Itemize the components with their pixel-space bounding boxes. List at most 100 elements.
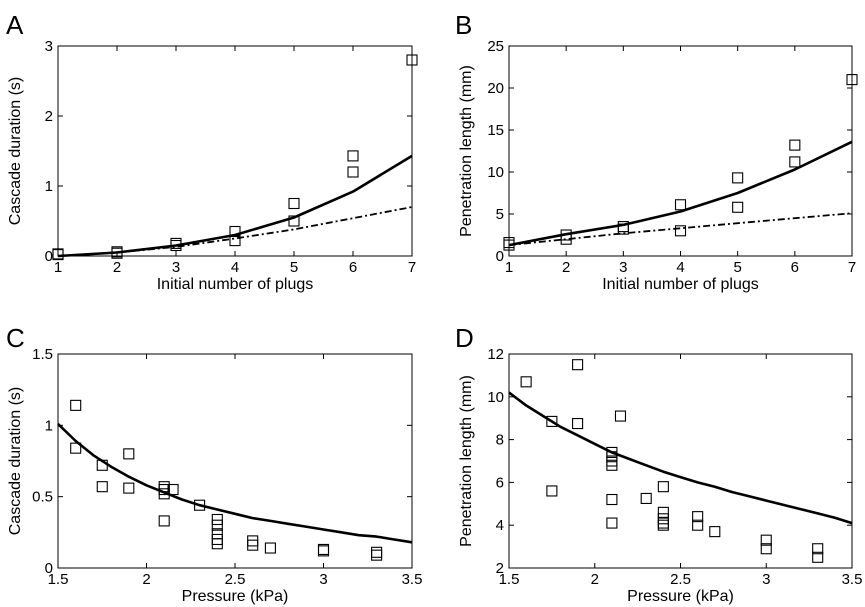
panel-a-data-point-8 — [288, 215, 300, 227]
panel-c-data-point-17 — [247, 535, 259, 547]
panel-b-y-tick-label-3: 15 — [487, 122, 504, 139]
panel-d-data-point-1 — [546, 415, 558, 427]
panel-c-data-point-8 — [158, 488, 170, 500]
panel-b-y-tick-label-1: 5 — [496, 206, 504, 223]
panel-c-data-point-21 — [317, 545, 330, 557]
panel-c-data-point-12 — [211, 513, 223, 526]
panel-a-data-point-5 — [170, 237, 182, 249]
panel-letter-b: B — [455, 10, 472, 40]
panel-c-data-point-15 — [211, 533, 223, 546]
panel-b-y-axis-label: Penetration length (mm) — [458, 65, 475, 237]
panel-c-x-tick-label-3: 3 — [319, 571, 327, 588]
panel-a-y-tick-label-3: 3 — [45, 38, 53, 55]
panel-b-data-point-3 — [560, 229, 572, 241]
panel-d-data-point-12 — [640, 492, 652, 505]
panel-c-y-tick-label-2: 1 — [45, 417, 53, 434]
panel-b-x-tick-label-5: 6 — [791, 259, 799, 276]
panel-a-data-point-11 — [347, 150, 359, 162]
panel-d-data-point-17 — [657, 519, 669, 531]
panel-c-data-point-18 — [247, 539, 259, 551]
panel-d-data-point-8 — [606, 459, 618, 471]
panel-b-data-point-5 — [617, 221, 629, 233]
panel-c-data-point-4 — [123, 448, 135, 460]
panel-d-y-tick-label-4: 10 — [487, 389, 504, 406]
panel-c: C 1.5 2 2.5 3 3.5 0 0.5 1 1.5 Pressure (kPa) Casca… — [6, 323, 422, 605]
panel-d-data-point-21 — [760, 534, 772, 546]
panel-d-x-tick-label-1: 2 — [591, 571, 599, 588]
panel-d-y-tick-label-0: 2 — [496, 560, 504, 577]
panel-a-x-tick-label-4: 5 — [290, 259, 298, 276]
panel-d-data-point-2 — [546, 485, 558, 497]
panel-a-data-point-10 — [347, 166, 359, 178]
panel-c-data-point-16 — [211, 538, 223, 550]
panel-c-data-point-2 — [96, 459, 108, 471]
panel-c-y-tick-label-3: 1.5 — [32, 346, 53, 363]
panel-c-curve-solid — [57, 422, 413, 544]
panel-a-data-point-9 — [288, 197, 300, 210]
panel-d-y-axis-label: Penetration length (mm) — [458, 375, 475, 547]
panel-c-y-axis-label: Cascade duration (s) — [7, 387, 24, 536]
panel-c-x-tick-label-4: 3.5 — [402, 571, 423, 588]
panel-a-axes-frame — [57, 45, 413, 257]
panel-b-data-point-8 — [732, 201, 744, 213]
panel-a-data-point-12 — [406, 54, 418, 66]
panel-b: B 1 2 3 4 5 6 7 0 5 10 15 20 25 Initial number of plu… — [455, 10, 858, 293]
panel-a-y-tick-label-1: 1 — [45, 178, 53, 195]
panel-c-x-tick-label-1: 2 — [142, 571, 150, 588]
panel-a-x-axis-label: Initial number of plugs — [157, 276, 314, 293]
panel-a-x-tick-label-3: 4 — [231, 259, 239, 276]
panel-c-x-axis-label: Pressure (kPa) — [182, 588, 289, 605]
panel-a-data-point-6 — [229, 235, 241, 247]
panel-b-x-axis-label: Initial number of plugs — [602, 276, 759, 293]
panel-letter-c: C — [6, 323, 25, 353]
panel-d-data-point-0 — [520, 376, 532, 388]
panel-d-data-point-16 — [657, 517, 669, 529]
panel-d-x-tick-label-3: 3 — [762, 571, 770, 588]
panel-d-curve-solid — [508, 391, 853, 525]
panel-b-curve-dashdot — [508, 212, 853, 246]
panel-d-data-point-23 — [812, 543, 824, 555]
panel-b-x-tick-label-2: 3 — [619, 259, 627, 276]
panel-b-curve-solid — [508, 140, 853, 247]
panel-d-y-tick-label-2: 6 — [496, 474, 504, 491]
panel-b-x-tick-label-4: 5 — [733, 259, 741, 276]
panel-b-data-point-11 — [789, 139, 801, 151]
panel-d-x-tick-label-4: 3.5 — [842, 571, 863, 588]
panel-c-x-tick-label-2: 2.5 — [225, 571, 246, 588]
panel-a-curve-solid — [57, 154, 413, 258]
panel-a-data-point-7 — [229, 225, 241, 238]
panel-d-data-point-13 — [657, 481, 669, 493]
panel-d-axes-frame — [508, 353, 853, 569]
panel-d-y-tick-label-3: 8 — [496, 432, 504, 449]
panel-a-data-point-1 — [52, 248, 64, 260]
panel-c-y-tick-label-0: 0 — [45, 560, 53, 577]
panel-a-y-tick-label-0: 0 — [45, 248, 53, 265]
panel-letter-a: A — [6, 10, 24, 40]
panel-c-data-point-0 — [70, 399, 82, 411]
panel-b-x-tick-label-1: 2 — [562, 259, 570, 276]
panel-b-y-tick-label-2: 10 — [487, 164, 504, 181]
panel-c-data-point-11 — [194, 499, 206, 511]
panel-b-y-tick-label-4: 20 — [487, 80, 504, 97]
panel-c-data-point-22 — [371, 546, 383, 558]
panel-d-data-point-9 — [606, 493, 618, 506]
panel-c-data-point-10 — [167, 483, 179, 496]
panel-d-x-tick-label-0: 1.5 — [499, 571, 520, 588]
panel-b-data-point-1 — [503, 237, 515, 249]
panel-c-x-tick-label-0: 1.5 — [48, 571, 69, 588]
panel-a-y-tick-label-2: 2 — [45, 108, 53, 125]
panel-a-x-tick-label-5: 6 — [349, 259, 357, 276]
panel-d-data-point-15 — [657, 513, 669, 525]
panel-a-x-tick-label-0: 1 — [54, 259, 62, 276]
panel-d-data-point-3 — [572, 359, 584, 371]
panel-d-x-axis-label: Pressure (kPa) — [627, 588, 734, 605]
panel-a-curve-dashdot — [57, 206, 413, 257]
panel-d-data-point-20 — [709, 526, 721, 538]
panel-b-data-point-10 — [789, 156, 801, 168]
panel-d-x-tick-label-2: 2.5 — [670, 571, 691, 588]
panel-letter-d: D — [455, 323, 474, 353]
panel-d-data-point-14 — [657, 506, 669, 518]
